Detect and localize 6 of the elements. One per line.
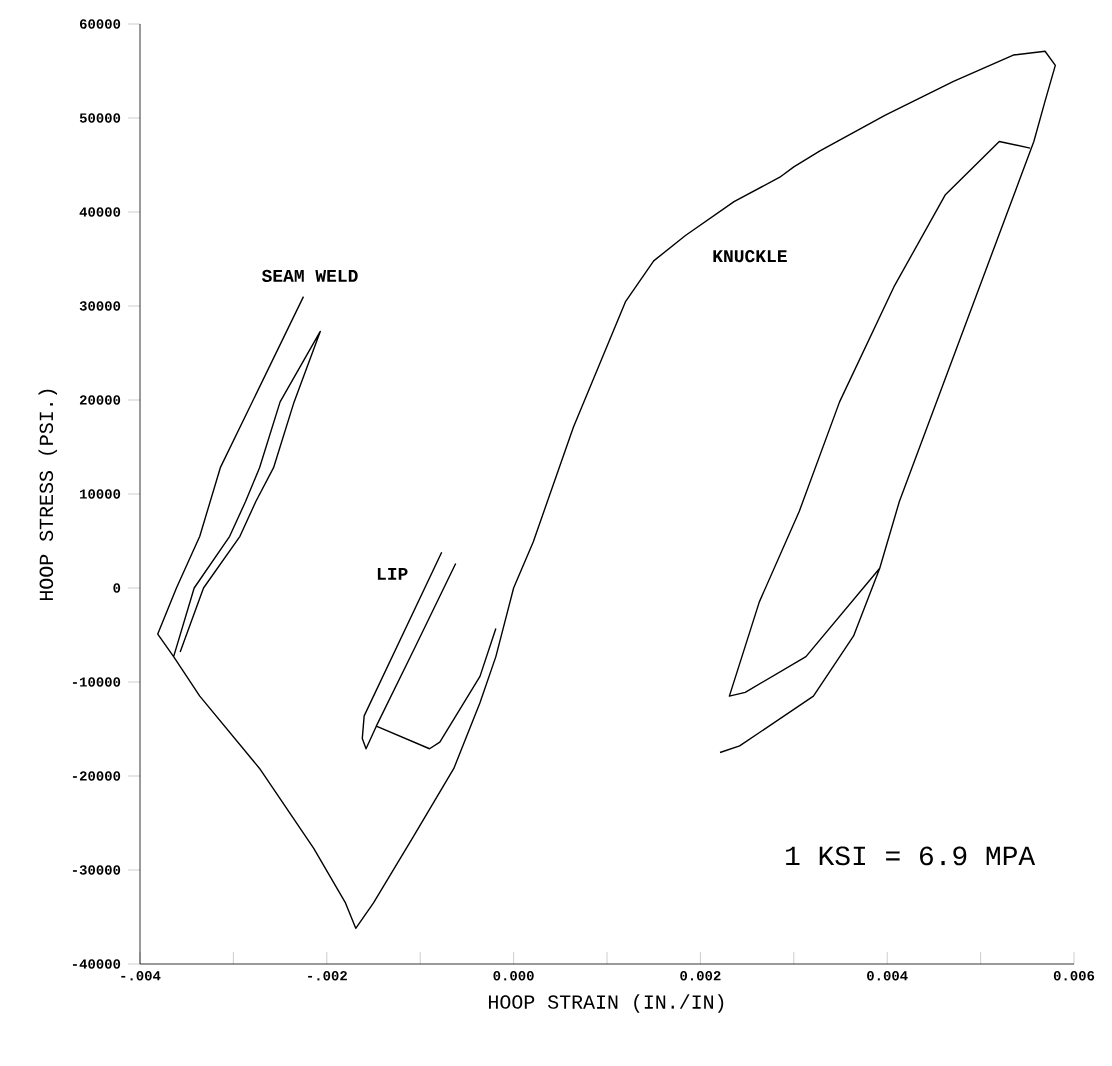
annotation: KNUCKLE — [713, 250, 787, 263]
annotation: LIP — [377, 568, 408, 580]
y-axis-title: HOOP STRESS (PSI.) — [38, 389, 58, 601]
x-axis-title: HOOP STRAIN (IN./IN) — [488, 994, 724, 1013]
annotation: SEAM WELD — [261, 269, 358, 283]
annotation: 1 KSI = 6.9 MPA — [786, 846, 1036, 866]
